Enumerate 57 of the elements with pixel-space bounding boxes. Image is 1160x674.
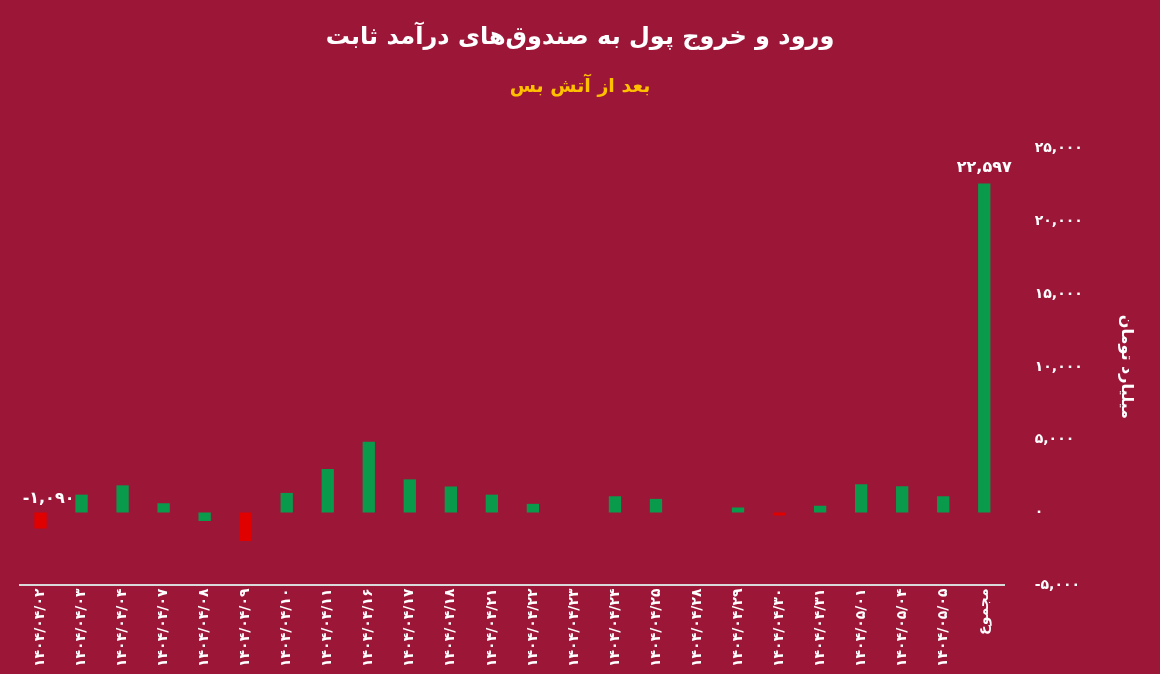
bar	[813, 505, 827, 513]
x-tick-label: ۱۴۰۴/۰۴/۳۰	[769, 588, 786, 668]
x-tick-label: ۱۴۰۴/۰۵/۰۴	[892, 587, 909, 668]
bar	[116, 485, 129, 513]
y-tick-label: ۱۵,۰۰۰	[1034, 284, 1083, 301]
x-tick-label: ۱۴۰۴/۰۵/۰۵	[933, 587, 950, 668]
bar	[608, 496, 622, 513]
x-tick-label: ۱۴۰۴/۰۴/۱۶	[359, 588, 376, 668]
bar	[403, 479, 416, 513]
data-label: -۱,۰۹۰	[22, 487, 75, 507]
x-tick-label: ۱۴۰۴/۰۴/۰۹	[236, 587, 253, 668]
x-tick-label: ۱۴۰۴/۰۴/۰۸	[195, 587, 212, 668]
x-tick-label: ۱۴۰۴/۰۴/۲۹	[728, 587, 745, 668]
x-tick-label: ۱۴۰۴/۰۴/۲۸	[687, 587, 704, 668]
chart-subtitle: بعد از آتش بس	[508, 74, 652, 96]
y-tick-label: -۵,۰۰۰	[1034, 576, 1081, 593]
bar	[937, 496, 950, 513]
x-tick-label: ۱۴۰۴/۰۴/۰۳	[72, 587, 89, 668]
x-tick-label: ۱۴۰۴/۰۴/۳۱	[810, 588, 827, 668]
x-tick-label: ۱۴۰۴/۰۴/۱۱	[318, 588, 335, 668]
x-tick-label: ۱۴۰۴/۰۴/۲۱	[482, 588, 499, 668]
bar	[444, 486, 457, 513]
x-tick-label: مجموع	[974, 588, 992, 635]
x-tick-label: ۱۴۰۴/۰۴/۰۲	[31, 587, 48, 668]
bar	[896, 486, 909, 513]
x-tick-label: ۱۴۰۴/۰۵/۰۱	[851, 588, 868, 668]
bar	[321, 469, 334, 513]
y-axis-title: میلیارد تومان	[1118, 314, 1138, 419]
x-tick-label: ۱۴۰۴/۰۴/۰۷	[154, 587, 171, 668]
bar	[75, 494, 88, 513]
bar	[239, 512, 252, 541]
x-tick-label: ۱۴۰۴/۰۴/۰۴	[113, 587, 130, 668]
bar	[362, 441, 375, 513]
x-tick-label: ۱۴۰۴/۰۴/۱۷	[400, 587, 417, 668]
bar	[280, 492, 293, 513]
y-tick-label: ۲۵,۰۰۰	[1034, 139, 1083, 156]
bar	[978, 183, 991, 513]
bar	[157, 503, 170, 513]
x-tick-label: ۱۴۰۴/۰۴/۱۰	[277, 588, 294, 668]
y-tick-label: ۱۰,۰۰۰	[1034, 357, 1083, 374]
bar	[485, 494, 499, 513]
y-tick-label: ۲۰,۰۰۰	[1034, 211, 1083, 228]
data-label: ۲۲,۵۹۷	[956, 156, 1012, 176]
y-tick-label: ۵,۰۰۰	[1034, 430, 1075, 447]
bar	[34, 512, 47, 529]
x-tick-label: ۱۴۰۴/۰۴/۲۳	[564, 587, 581, 668]
x-tick-label: ۱۴۰۴/۰۴/۲۴	[605, 587, 622, 668]
y-tick-label: ۰	[1034, 503, 1044, 520]
bar	[649, 498, 663, 513]
x-tick-label: ۱۴۰۴/۰۴/۲۵	[646, 587, 663, 668]
bar	[526, 503, 540, 513]
chart-title: ورود و خروج پول به صندوق‌های درآمد ثابت	[324, 22, 836, 50]
bar	[854, 484, 868, 513]
bar	[198, 512, 211, 521]
x-tick-label: ۱۴۰۴/۰۴/۲۲	[523, 587, 540, 668]
bar	[731, 507, 745, 513]
x-tick-label: ۱۴۰۴/۰۴/۱۸	[441, 587, 458, 668]
